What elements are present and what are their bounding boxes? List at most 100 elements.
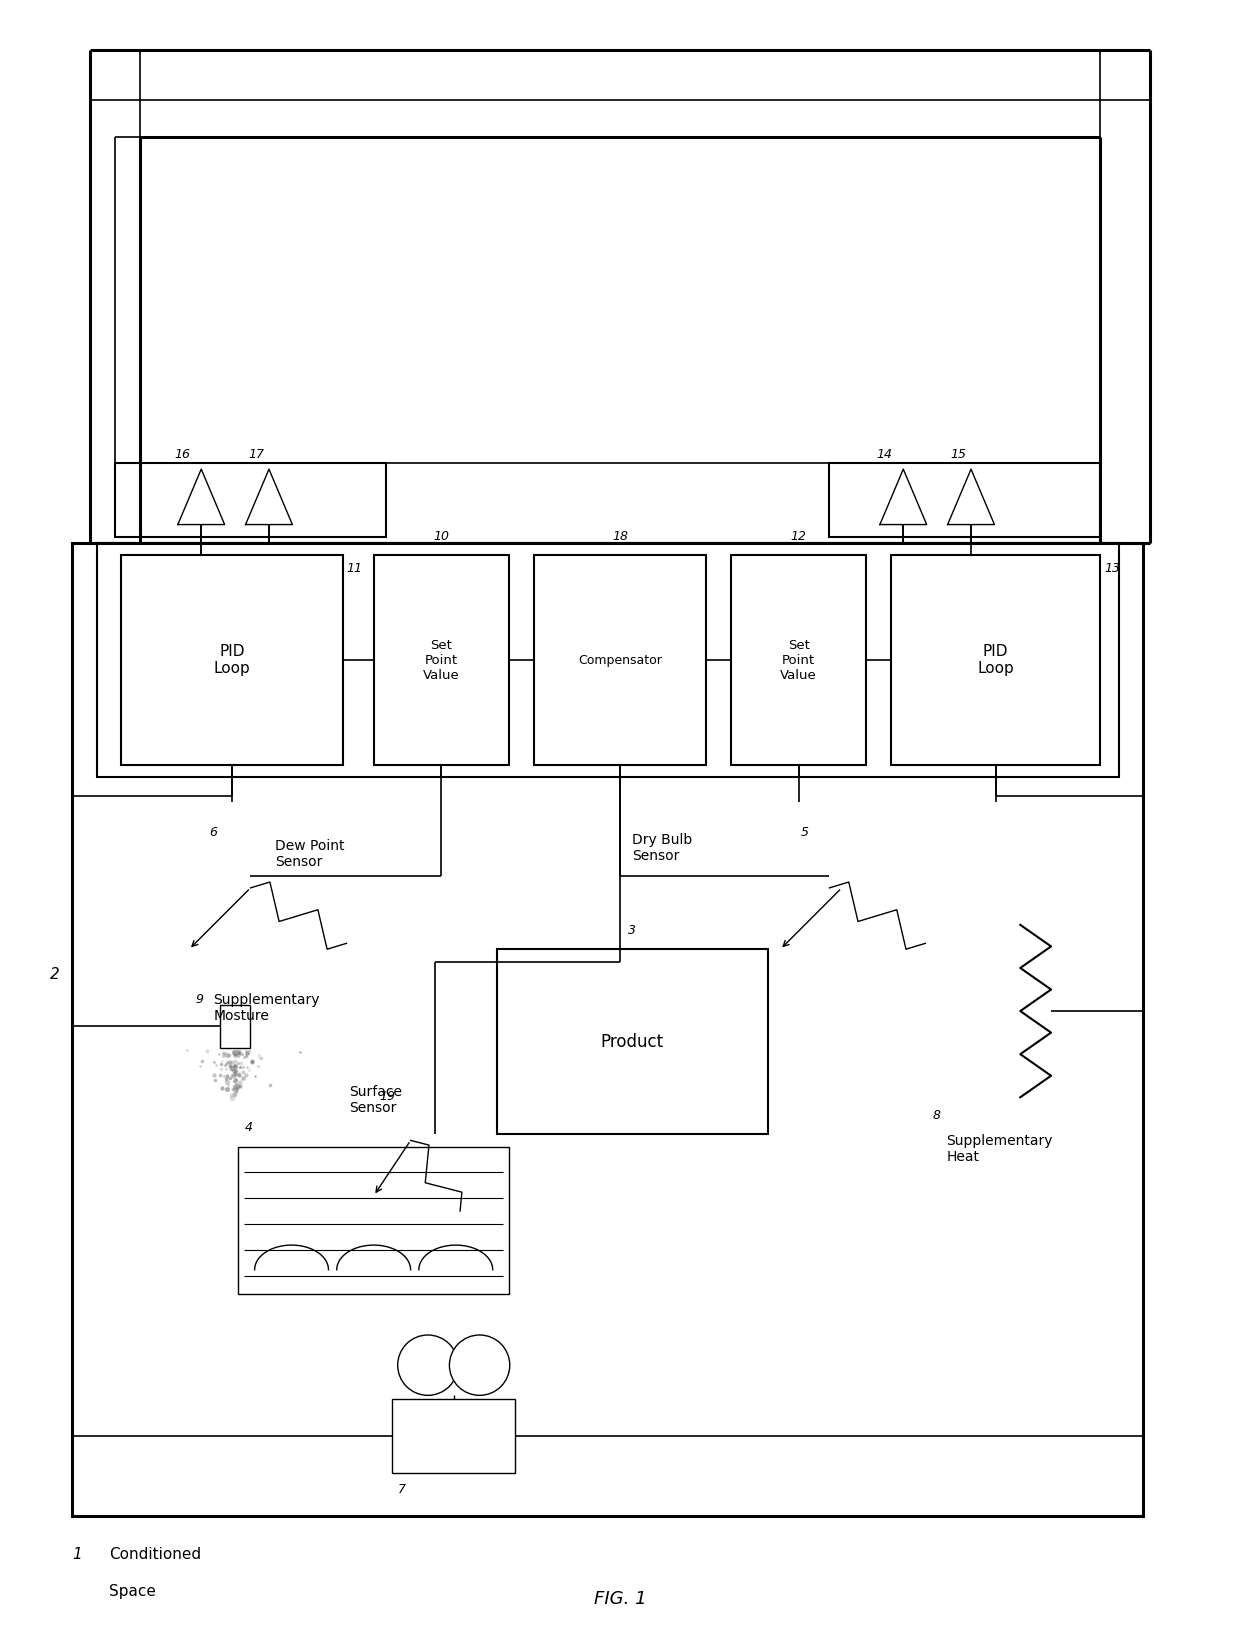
Bar <box>730 555 867 765</box>
Point <box>227 1058 247 1084</box>
Point <box>226 1042 246 1068</box>
Point <box>243 1048 263 1074</box>
Point <box>234 1044 254 1070</box>
Point <box>217 1065 237 1091</box>
Point <box>216 1066 236 1092</box>
Point <box>246 1063 265 1089</box>
Text: Dry Bulb
Sensor: Dry Bulb Sensor <box>632 834 693 863</box>
Point <box>192 1047 212 1073</box>
Point <box>248 1053 268 1079</box>
Point <box>231 1055 250 1081</box>
Point <box>226 1066 246 1092</box>
Text: Surface
Sensor: Surface Sensor <box>348 1084 402 1115</box>
Text: Set
Point
Value: Set Point Value <box>423 638 460 682</box>
Point <box>219 1048 239 1074</box>
Point <box>203 1061 223 1088</box>
Text: 11: 11 <box>346 562 362 575</box>
Text: 12: 12 <box>791 531 806 544</box>
Point <box>217 1057 237 1083</box>
Point <box>222 1081 242 1107</box>
Text: 13: 13 <box>1104 562 1120 575</box>
Point <box>219 1048 239 1074</box>
Point <box>224 1040 244 1066</box>
Point <box>223 1063 243 1089</box>
Point <box>226 1074 246 1101</box>
Point <box>239 1058 259 1084</box>
Point <box>228 1039 248 1065</box>
Point <box>237 1040 257 1066</box>
Text: 5: 5 <box>801 825 808 838</box>
Point <box>216 1052 236 1078</box>
Point <box>224 1083 244 1109</box>
Bar <box>497 949 768 1135</box>
Point <box>211 1050 231 1076</box>
Point <box>215 1040 234 1066</box>
Point <box>237 1055 257 1081</box>
Text: FIG. 1: FIG. 1 <box>594 1591 646 1608</box>
Point <box>228 1042 248 1068</box>
Point <box>224 1058 244 1084</box>
Point <box>232 1040 252 1066</box>
Point <box>215 1063 234 1089</box>
Point <box>217 1061 237 1088</box>
Bar <box>892 555 1100 765</box>
Point <box>217 1063 237 1089</box>
Point <box>226 1076 246 1102</box>
Text: Supplementary
Heat: Supplementary Heat <box>946 1135 1053 1164</box>
Circle shape <box>449 1335 510 1395</box>
Point <box>215 1052 234 1078</box>
Point <box>226 1070 246 1096</box>
Text: PID
Loop: PID Loop <box>977 643 1014 676</box>
Text: 3: 3 <box>629 925 636 938</box>
Point <box>212 1074 232 1101</box>
Point <box>224 1068 244 1094</box>
Point <box>217 1070 237 1096</box>
Point <box>224 1061 244 1088</box>
Point <box>224 1048 244 1074</box>
Point <box>237 1042 257 1068</box>
Text: Dew Point
Sensor: Dew Point Sensor <box>275 838 345 869</box>
Point <box>222 1061 242 1088</box>
Point <box>250 1045 270 1071</box>
Text: Space: Space <box>109 1584 156 1599</box>
Text: 10: 10 <box>434 531 449 544</box>
Point <box>221 1053 241 1079</box>
Point <box>213 1040 233 1066</box>
Text: 6: 6 <box>210 825 217 838</box>
Point <box>221 1055 241 1081</box>
Text: 4: 4 <box>244 1122 253 1135</box>
Point <box>231 1073 250 1099</box>
Point <box>226 1066 246 1092</box>
Point <box>224 1039 244 1065</box>
Point <box>190 1053 210 1079</box>
Point <box>239 1039 259 1065</box>
Point <box>226 1066 246 1092</box>
Point <box>227 1060 247 1086</box>
Point <box>229 1055 249 1081</box>
Point <box>237 1061 257 1088</box>
Point <box>237 1039 257 1065</box>
Point <box>290 1039 310 1065</box>
Text: 18: 18 <box>613 531 627 544</box>
Text: 8: 8 <box>932 1109 940 1122</box>
Text: 9: 9 <box>196 993 203 1006</box>
Point <box>226 1060 246 1086</box>
Text: Supplementary
Mosture: Supplementary Mosture <box>213 993 320 1022</box>
Text: 17: 17 <box>249 448 264 461</box>
Point <box>226 1039 246 1065</box>
Point <box>205 1048 224 1074</box>
Point <box>226 1055 246 1081</box>
Point <box>205 1068 224 1094</box>
Text: Conditioned: Conditioned <box>109 1547 201 1561</box>
Bar <box>373 555 510 765</box>
Point <box>226 1055 246 1081</box>
Bar <box>238 1146 510 1294</box>
Point <box>260 1073 280 1099</box>
Point <box>177 1037 197 1063</box>
Point <box>223 1076 243 1102</box>
Bar <box>830 462 1100 537</box>
Text: 1: 1 <box>72 1547 82 1561</box>
Point <box>228 1040 248 1066</box>
Point <box>224 1039 244 1065</box>
Point <box>226 1053 246 1079</box>
